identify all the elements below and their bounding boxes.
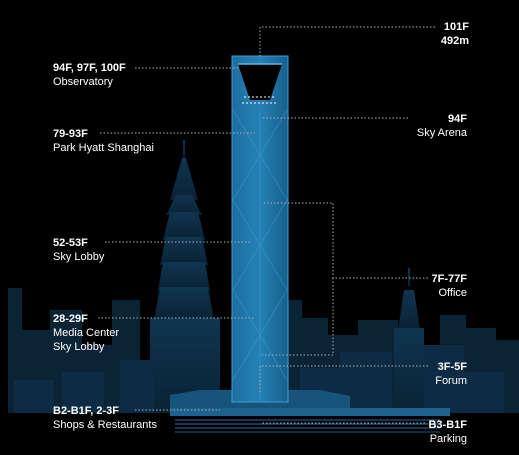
label-media: 28-29F Media Center Sky Lobby: [53, 312, 119, 354]
leader-lines: [98, 26, 435, 424]
label-office: 7F-77F Office: [432, 272, 467, 300]
label-office-subtitle: Office: [438, 287, 467, 299]
label-media-title: 28-29F: [53, 313, 88, 325]
label-parking: B3-B1F Parking: [428, 418, 467, 446]
leader-office-low: [262, 278, 334, 356]
label-top-title: 101F: [443, 21, 469, 33]
label-shops-title: B2-B1F, 2-3F: [53, 405, 120, 417]
pagoda-tower-silhouette: [150, 140, 220, 413]
label-shops: B2-B1F, 2-3F Shops & Restaurants: [53, 404, 157, 432]
spire-building-silhouette: [394, 268, 424, 413]
label-forum-subtitle: Forum: [435, 375, 467, 387]
label-sky-arena-title: 94F: [448, 113, 467, 125]
label-sky-arena: 94F Sky Arena: [417, 112, 467, 140]
label-sky-lobby-subtitle: Sky Lobby: [53, 251, 105, 263]
leader-forum: [259, 365, 428, 393]
label-park-hyatt-title: 79-93F: [53, 128, 88, 140]
label-sky-arena-subtitle: Sky Arena: [416, 127, 467, 139]
label-parking-subtitle: Parking: [429, 433, 467, 445]
leader-top: [259, 26, 435, 56]
main-tower: [231, 55, 289, 403]
label-forum-title: 3F-5F: [437, 361, 467, 373]
label-park-hyatt-subtitle: Park Hyatt Shanghai: [53, 142, 154, 154]
label-sky-lobby-title: 52-53F: [53, 237, 88, 249]
label-observatory-title: 94F, 97F, 100F: [53, 62, 126, 74]
label-media-subtitle: Media Center: [53, 327, 120, 339]
label-sky-lobby: 52-53F Sky Lobby: [53, 236, 104, 264]
label-shops-subtitle: Shops & Restaurants: [53, 419, 157, 431]
label-office-title: 7F-77F: [431, 273, 467, 285]
label-forum: 3F-5F Forum: [435, 360, 467, 388]
label-top-subtitle: 492m: [440, 35, 469, 47]
podium: [170, 390, 450, 433]
label-top: 101F 492m: [441, 20, 469, 48]
label-park-hyatt: 79-93F Park Hyatt Shanghai: [53, 127, 154, 155]
label-observatory: 94F, 97F, 100F Observatory: [53, 61, 126, 89]
label-parking-title: B3-B1F: [428, 419, 467, 431]
label-media-subtitle2: Sky Lobby: [53, 341, 105, 353]
label-observatory-subtitle: Observatory: [53, 76, 113, 88]
